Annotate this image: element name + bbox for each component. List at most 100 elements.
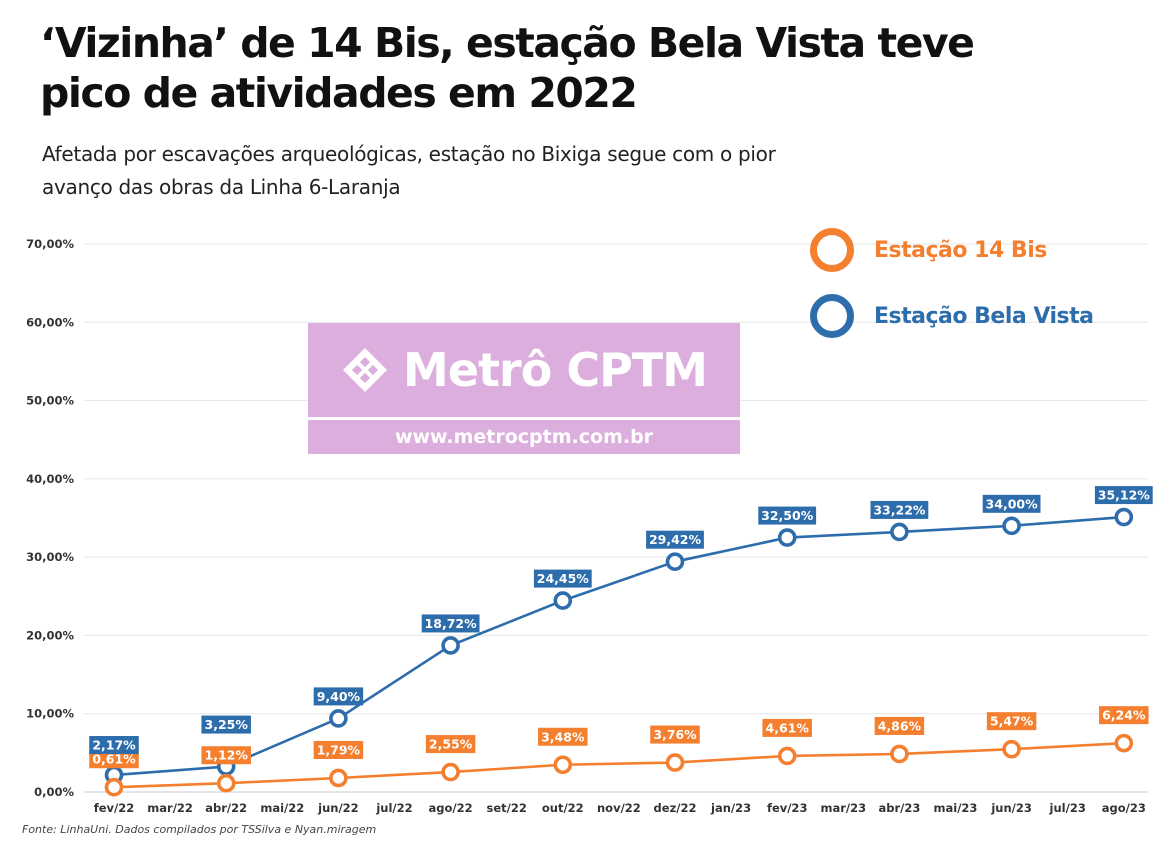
data-label-box (646, 530, 704, 549)
data-point (665, 552, 685, 571)
x-tick-label: ago/23 (1102, 801, 1146, 815)
data-label: 4,86% (878, 718, 922, 733)
data-label: 2,17% (92, 738, 136, 753)
x-tick-label: fev/23 (767, 801, 808, 815)
data-label-box (758, 506, 817, 525)
data-point (1002, 739, 1021, 759)
data-label: 9,40% (317, 689, 361, 704)
data-point (553, 755, 573, 775)
data-point (777, 528, 797, 547)
x-tick-label: out/22 (542, 801, 584, 815)
data-label-box (982, 494, 1041, 513)
x-tick-label: jan/23 (710, 801, 751, 815)
x-tick-label: ago/22 (429, 801, 473, 815)
chart-subtitle: Afetada por escavações arqueológicas, es… (42, 142, 776, 199)
x-tick-label: mar/22 (147, 801, 193, 815)
data-label-box (762, 718, 812, 737)
data-label-box (201, 746, 251, 765)
x-tick-label: jun/23 (990, 801, 1032, 815)
data-label-box (313, 740, 364, 759)
data-label-box (1099, 706, 1149, 725)
x-tick-label: abr/23 (878, 801, 920, 815)
x-tick-label: dez/22 (654, 801, 697, 815)
data-label: 35,12% (1098, 488, 1151, 503)
legend-item-bela-vista: Estação Bela Vista (810, 294, 1094, 338)
data-point (890, 744, 909, 764)
x-axis: fev/22 mar/22 abr/22 mai/22 jun/22 jul/22 ago/… (94, 801, 1146, 815)
y-tick-label: 0,00% (34, 785, 74, 799)
x-tick-label: mai/23 (934, 801, 978, 815)
x-tick-label: fev/22 (94, 801, 135, 815)
legend-item-14-bis: Estação 14 Bis (810, 228, 1047, 272)
data-label: 0,61% (92, 752, 136, 767)
data-label: 1,12% (205, 748, 249, 763)
data-label: 24,45% (537, 571, 590, 586)
y-tick-label: 40,00% (26, 472, 74, 486)
data-label: 6,24% (1102, 708, 1146, 723)
data-label: 1,79% (317, 742, 361, 757)
data-label: 29,42% (649, 532, 702, 547)
data-point (890, 522, 909, 542)
data-label: 33,22% (873, 502, 926, 517)
x-tick-label: jun/22 (317, 801, 359, 815)
data-point (1002, 516, 1021, 536)
legend-label: Estação 14 Bis (874, 237, 1047, 263)
data-point (329, 768, 348, 788)
data-label-box (425, 735, 476, 754)
x-tick-label: jul/22 (375, 801, 412, 815)
y-tick-label: 70,00% (26, 237, 74, 251)
data-label-box (870, 500, 929, 519)
source-note: Fonte: LinhaUni. Dados compilados por TS… (22, 823, 377, 836)
data-label-box (1094, 486, 1153, 505)
data-label-box (538, 727, 588, 746)
y-tick-label: 60,00% (26, 315, 74, 329)
data-labels: 0,61% 1,12% 1,79% 2,55% 3,48% 3,76% 4,61% 4,86%… (89, 486, 1153, 769)
data-label-box (89, 750, 139, 769)
data-point (1114, 507, 1134, 527)
data-label: 4,61% (766, 720, 810, 735)
y-axis: 0,00% 10,00% 20,00% 30,00% 40,00% 50,00% 60,00… (26, 237, 74, 799)
series-lines (113, 515, 1124, 789)
x-tick-label: set/22 (487, 801, 527, 815)
data-label-box (89, 736, 139, 755)
data-label-box (533, 569, 592, 588)
data-point (777, 746, 797, 766)
y-tick-label: 20,00% (26, 628, 74, 642)
data-label-box (201, 715, 251, 734)
data-label-box (313, 687, 364, 706)
y-tick-label: 50,00% (26, 394, 74, 408)
data-point (216, 773, 236, 793)
data-point (441, 636, 460, 655)
data-label: 18,72% (425, 616, 478, 631)
chart-title: ‘Vizinha’ de 14 Bis, estação Bela Vista … (40, 19, 975, 117)
data-label: 34,00% (986, 496, 1039, 511)
data-label-box (986, 712, 1037, 731)
y-tick-label: 30,00% (26, 550, 74, 564)
x-tick-label: mai/22 (260, 801, 304, 815)
legend-ring-icon (810, 294, 854, 338)
data-point (665, 753, 685, 772)
x-tick-label: nov/22 (597, 801, 641, 815)
data-label: 2,55% (429, 737, 473, 752)
data-label-box (650, 725, 700, 744)
data-point (553, 591, 573, 610)
data-label-box (874, 716, 925, 735)
data-point (1114, 733, 1134, 753)
data-label: 32,50% (761, 508, 814, 523)
data-label: 5,47% (990, 714, 1034, 729)
legend-ring-icon (810, 228, 854, 272)
data-point (441, 762, 460, 782)
data-point (104, 777, 124, 797)
x-tick-label: jul/23 (1049, 801, 1086, 815)
x-tick-label: mar/23 (820, 801, 866, 815)
series-line (113, 741, 1124, 789)
legend-label: Estação Bela Vista (874, 303, 1094, 329)
data-label: 3,76% (653, 727, 697, 742)
x-tick-label: abr/22 (205, 801, 247, 815)
y-tick-label: 10,00% (26, 707, 74, 721)
data-label: 3,48% (541, 729, 585, 744)
data-point (329, 709, 348, 728)
data-label-box (421, 614, 480, 633)
series-line (113, 515, 1124, 777)
